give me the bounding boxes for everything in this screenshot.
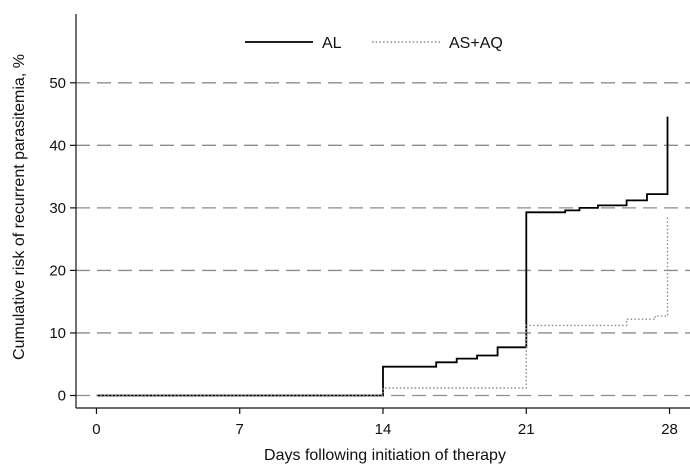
series-line-al [96,116,669,397]
y-tick-label-10: 10 [49,325,66,342]
legend: AL AS+AQ [245,35,503,52]
y-tick-label-0: 0 [58,387,66,404]
legend-label-as-aq: AS+AQ [449,35,503,52]
gridlines [76,82,690,397]
x-tick-label-7: 7 [236,421,244,438]
y-axis-title: Cumulative risk of recurrent parasitemia… [11,54,28,360]
y-tick-label-30: 30 [49,200,66,217]
y-ticks: 0 10 20 30 40 50 [49,75,76,404]
legend-label-al: AL [322,35,342,52]
y-tick-label-20: 20 [49,262,66,279]
y-tick-label-50: 50 [49,75,66,92]
series [96,116,669,397]
x-axis-title: Days following initiation of therapy [264,447,506,464]
x-tick-label-21: 21 [518,421,535,438]
x-tick-label-0: 0 [92,421,100,438]
y-tick-label-40: 40 [49,137,66,154]
x-tick-label-28: 28 [661,421,678,438]
series-line-as-aq [96,217,669,397]
x-ticks: 0 7 14 21 28 [92,408,678,438]
x-tick-label-14: 14 [375,421,392,438]
